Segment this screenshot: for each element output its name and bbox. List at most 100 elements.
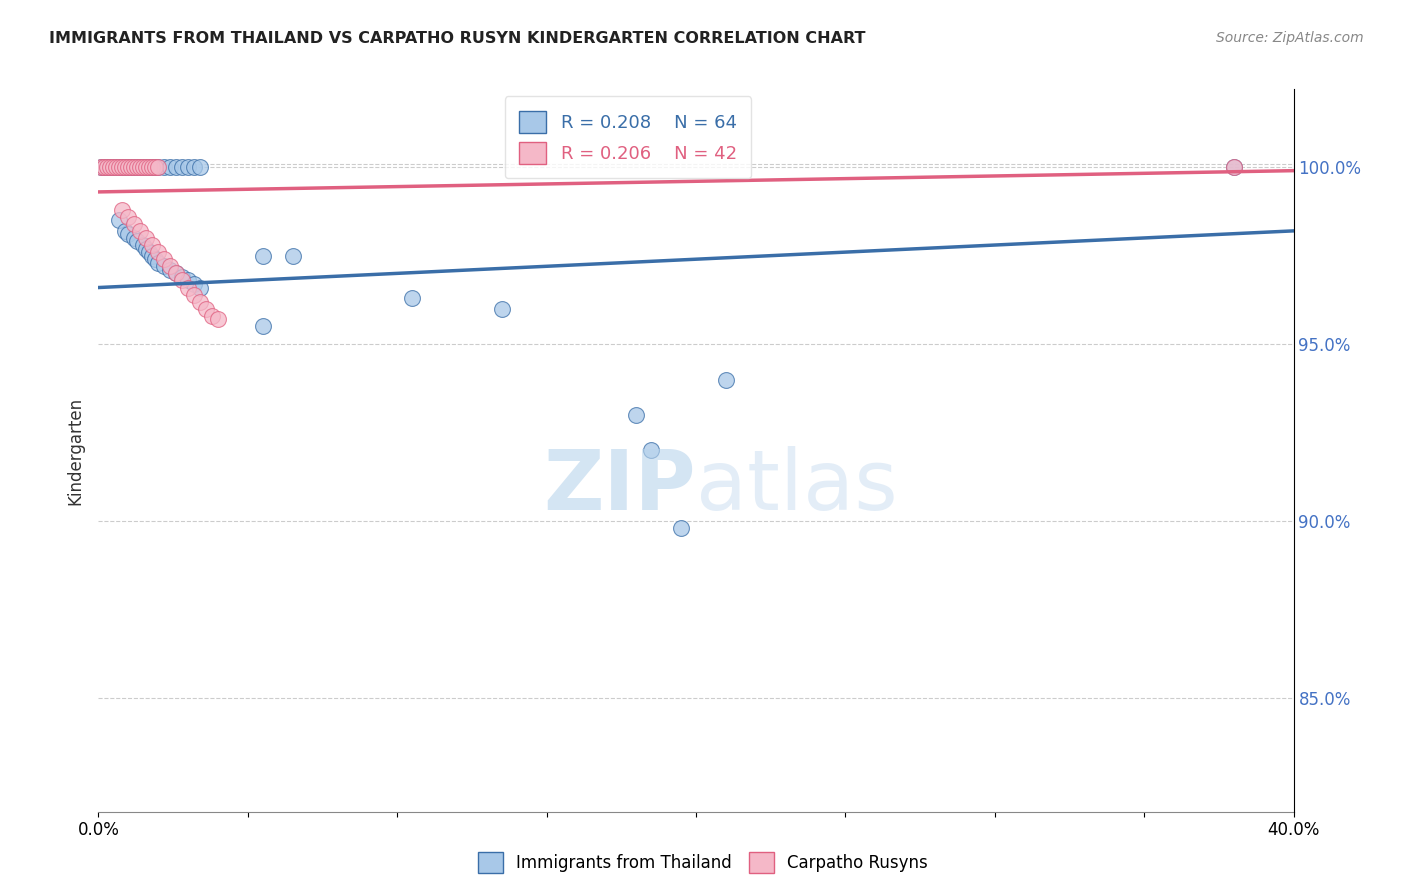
Text: IMMIGRANTS FROM THAILAND VS CARPATHO RUSYN KINDERGARTEN CORRELATION CHART: IMMIGRANTS FROM THAILAND VS CARPATHO RUS… xyxy=(49,31,866,46)
Point xyxy=(132,160,155,174)
Point xyxy=(141,238,163,252)
Point xyxy=(114,160,136,174)
Point xyxy=(159,260,181,274)
Point xyxy=(98,160,122,174)
Point xyxy=(96,160,118,174)
Point xyxy=(124,160,146,174)
Point xyxy=(183,277,205,291)
Point xyxy=(117,160,139,174)
Point xyxy=(714,373,737,387)
Point xyxy=(105,160,128,174)
Point xyxy=(117,227,139,242)
Point xyxy=(172,160,194,174)
Point xyxy=(626,408,648,422)
Point xyxy=(135,231,157,245)
Point xyxy=(183,160,205,174)
Point xyxy=(207,312,229,326)
Point xyxy=(148,160,170,174)
Point xyxy=(148,160,170,174)
Point xyxy=(108,213,131,227)
Point xyxy=(153,252,176,267)
Point xyxy=(129,160,152,174)
Point xyxy=(401,291,423,305)
Point xyxy=(165,266,187,280)
Point xyxy=(281,249,304,263)
Point xyxy=(172,269,194,284)
Point xyxy=(153,260,176,274)
Point xyxy=(111,160,134,174)
Legend: Immigrants from Thailand, Carpatho Rusyns: Immigrants from Thailand, Carpatho Rusyn… xyxy=(471,846,935,880)
Point xyxy=(135,160,157,174)
Text: ZIP: ZIP xyxy=(544,446,696,527)
Point xyxy=(159,160,181,174)
Y-axis label: Kindergarten: Kindergarten xyxy=(66,396,84,505)
Point xyxy=(148,256,170,270)
Point xyxy=(141,160,163,174)
Point xyxy=(491,301,513,316)
Point xyxy=(188,280,211,294)
Point xyxy=(127,235,149,249)
Point xyxy=(195,301,218,316)
Point xyxy=(117,160,139,174)
Point xyxy=(201,309,224,323)
Point xyxy=(135,160,157,174)
Point xyxy=(159,262,181,277)
Point xyxy=(143,160,166,174)
Point xyxy=(1223,160,1246,174)
Point xyxy=(127,160,149,174)
Point xyxy=(129,160,152,174)
Point xyxy=(117,210,139,224)
Point xyxy=(124,160,146,174)
Point xyxy=(141,160,163,174)
Point xyxy=(138,160,160,174)
Point xyxy=(114,160,136,174)
Text: atlas: atlas xyxy=(696,446,897,527)
Point xyxy=(188,160,211,174)
Point xyxy=(103,160,125,174)
Point xyxy=(127,160,149,174)
Text: Source: ZipAtlas.com: Source: ZipAtlas.com xyxy=(1216,31,1364,45)
Point xyxy=(124,217,146,231)
Point xyxy=(108,160,131,174)
Point xyxy=(90,160,112,174)
Point xyxy=(143,160,166,174)
Point xyxy=(120,160,142,174)
Point xyxy=(165,266,187,280)
Point xyxy=(124,231,146,245)
Point xyxy=(153,160,176,174)
Legend: R = 0.208    N = 64, R = 0.206    N = 42: R = 0.208 N = 64, R = 0.206 N = 42 xyxy=(505,96,751,178)
Point xyxy=(177,160,200,174)
Point xyxy=(105,160,128,174)
Point xyxy=(132,238,155,252)
Point xyxy=(252,249,274,263)
Point xyxy=(165,160,187,174)
Point xyxy=(114,224,136,238)
Point xyxy=(172,273,194,287)
Point xyxy=(252,319,274,334)
Point xyxy=(188,294,211,309)
Point xyxy=(93,160,115,174)
Point xyxy=(138,245,160,260)
Point xyxy=(120,160,142,174)
Point xyxy=(129,224,152,238)
Point xyxy=(148,245,170,260)
Point xyxy=(90,160,112,174)
Point xyxy=(96,160,118,174)
Point xyxy=(132,160,155,174)
Point xyxy=(143,252,166,267)
Point xyxy=(108,160,131,174)
Point xyxy=(177,273,200,287)
Point xyxy=(93,160,115,174)
Point xyxy=(640,443,662,458)
Point xyxy=(98,160,122,174)
Point xyxy=(135,242,157,256)
Point xyxy=(138,160,160,174)
Point xyxy=(103,160,125,174)
Point xyxy=(141,249,163,263)
Point xyxy=(177,280,200,294)
Point xyxy=(1223,160,1246,174)
Point xyxy=(669,521,692,535)
Point xyxy=(183,287,205,301)
Point xyxy=(111,202,134,217)
Point xyxy=(111,160,134,174)
